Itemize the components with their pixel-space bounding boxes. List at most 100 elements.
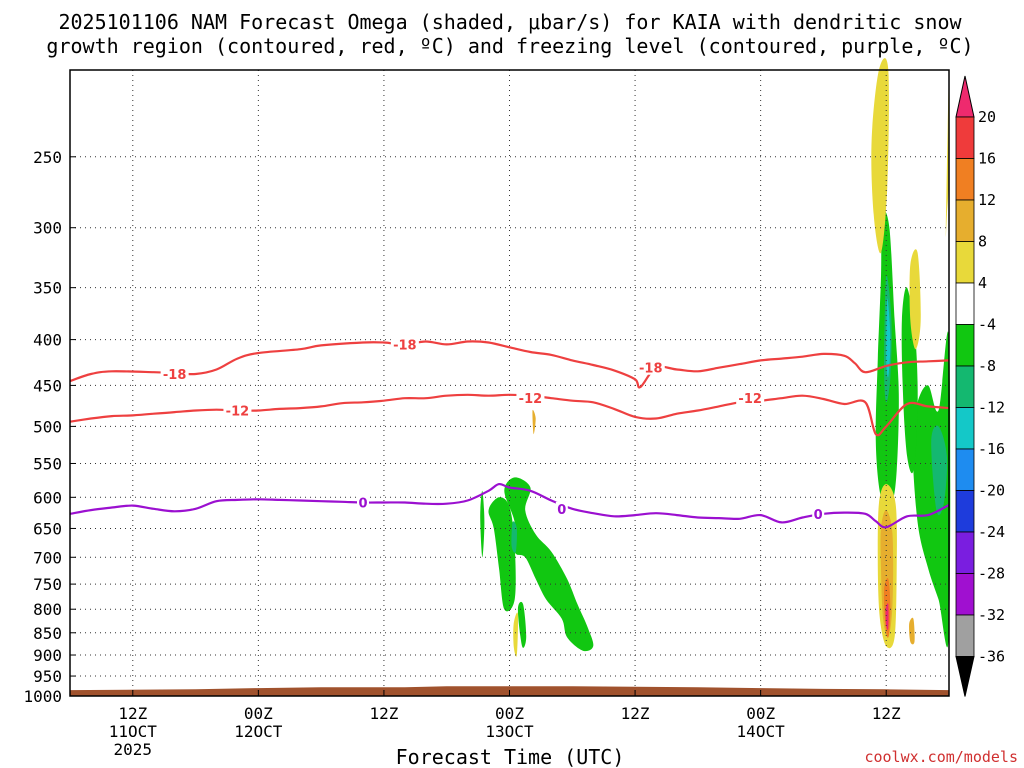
- colorbar-label-1: 16: [978, 150, 996, 168]
- colorbar-bottom-arrow: [955, 656, 975, 697]
- colorbar-swatch-13: [955, 614, 975, 657]
- y-tick-1000: 1000: [23, 687, 62, 706]
- x-tick-label-66-0: 00Z: [746, 704, 775, 723]
- omega-region-uplift-14oct-core2: [886, 298, 891, 378]
- colorbar-label-13: -36: [978, 648, 1005, 666]
- colorbar-swatch-12: [955, 573, 975, 616]
- colorbar-label-0: 20: [978, 108, 996, 126]
- omega-region-uplift-13oct-core: [511, 521, 517, 553]
- colorbar-swatch-2: [955, 158, 975, 201]
- colorbar-label-6: -8: [978, 357, 996, 375]
- x-tick-label-54-0: 12Z: [621, 704, 650, 723]
- contour-label-bg: [516, 391, 545, 406]
- x-tick-label-42-1: 13OCT: [485, 722, 534, 741]
- contour-label-2: -18: [639, 362, 663, 377]
- y-tick-750: 750: [33, 575, 62, 594]
- x-tick-label-18-0: 00Z: [244, 704, 273, 723]
- colorbar-top-arrow: [955, 75, 975, 118]
- contour-label-bg: [812, 506, 825, 521]
- x-tick-label-6-0: 12Z: [118, 704, 147, 723]
- contour-label-6: 0: [358, 496, 367, 511]
- contour-label-bg: [736, 391, 765, 406]
- colorbar-label-8: -16: [978, 440, 1005, 458]
- y-tick-800: 800: [33, 600, 62, 619]
- colorbar-label-7: -12: [978, 399, 1005, 417]
- omega-region-subsidence-14oct-mid: [909, 249, 921, 350]
- omega-region-subsidence-13oct: [513, 612, 519, 657]
- contour-label-1: -18: [393, 338, 417, 353]
- contour-label-bg: [390, 337, 419, 352]
- omega-region-subsidence-14oct-top: [871, 58, 889, 254]
- contour-label-4: -12: [519, 392, 543, 407]
- colorbar-label-9: -20: [978, 482, 1005, 500]
- y-tick-900: 900: [33, 646, 62, 665]
- y-tick-650: 650: [33, 519, 62, 538]
- omega-region-uplift-13oct-main: [504, 477, 594, 652]
- omega-region-uplift-14oct-right2: [931, 425, 948, 516]
- x-tick-label-42-0: 00Z: [495, 704, 524, 723]
- contour-label-bg: [160, 367, 189, 382]
- omega-region-uplift-14oct-right: [912, 331, 951, 648]
- colorbar-swatch-9: [955, 448, 975, 491]
- omega-region-uplift-13oct-low: [517, 601, 527, 648]
- colorbar-swatch-8: [955, 407, 975, 450]
- y-tick-350: 350: [33, 279, 62, 298]
- y-tick-500: 500: [33, 417, 62, 436]
- colorbar-swatch-6: [955, 324, 975, 367]
- colorbar-label-10: -24: [978, 523, 1005, 541]
- omega-region-subsidence-14oct-low-c: [885, 603, 889, 630]
- colorbar-label-3: 8: [978, 233, 987, 251]
- y-tick-300: 300: [33, 219, 62, 238]
- colorbar: 20 16 12 8 4 -4 -8 -12 -16 -20 -24 -28 -32 -36: [955, 75, 1005, 697]
- omega-region-subsidence-13oct-b: [532, 409, 536, 435]
- contour-label-3: -12: [226, 405, 250, 420]
- y-tick-600: 600: [33, 488, 62, 507]
- y-tick-550: 550: [33, 454, 62, 473]
- contour-labels: -18 -18 -18 -12 -12 -12 0 0 0: [160, 337, 825, 523]
- contour-label-bg: [357, 495, 369, 510]
- colorbar-swatch-3: [955, 199, 975, 242]
- chart-title-line1: 2025101106 NAM Forecast Omega (shaded, μ…: [58, 10, 962, 34]
- chart-title-line2: growth region (contoured, red, ºC) and f…: [46, 34, 973, 58]
- omega-region-subsidence-14oct-small: [909, 617, 915, 645]
- contour-label-7: 0: [557, 503, 566, 518]
- x-axis-title: Forecast Time (UTC): [396, 745, 625, 768]
- contour-label-8: 0: [814, 508, 823, 523]
- contour-label-0: -18: [163, 368, 187, 383]
- colorbar-swatch-4: [955, 241, 975, 284]
- x-tick-label-30-0: 12Z: [369, 704, 398, 723]
- colorbar-swatch-10: [955, 490, 975, 533]
- y-tick-450: 450: [33, 376, 62, 395]
- y-axis: 250 300 350 400 450 500 550 600 650 700 750 800 850 9…: [23, 148, 76, 706]
- y-tick-850: 850: [33, 624, 62, 643]
- y-tick-950: 950: [33, 667, 62, 686]
- colorbar-swatch-5: [955, 282, 975, 325]
- y-tick-700: 700: [33, 548, 62, 567]
- contour-label-bg: [555, 501, 568, 516]
- y-tick-400: 400: [33, 331, 62, 350]
- y-tick-250: 250: [33, 148, 62, 167]
- omega-shaded-regions: [480, 58, 951, 657]
- colorbar-label-11: -28: [978, 565, 1005, 583]
- contour-label-bg: [636, 360, 665, 375]
- x-tick-label-6-2: 2025: [114, 740, 153, 759]
- omega-region-uplift-13oct-strip: [480, 490, 485, 558]
- contour-label-5: -12: [738, 392, 762, 407]
- colorbar-swatch-1: [955, 116, 975, 159]
- colorbar-label-2: 12: [978, 191, 996, 209]
- omega-region-uplift-13oct-left: [488, 497, 516, 612]
- credit-text[interactable]: coolwx.com/models: [864, 748, 1018, 766]
- contour-label-bg: [223, 403, 252, 418]
- colorbar-swatch-11: [955, 531, 975, 574]
- x-tick-label-6-1: 11OCT: [109, 722, 158, 741]
- colorbar-label-5: -4: [978, 316, 996, 334]
- x-tick-label-78-0: 12Z: [872, 704, 901, 723]
- colorbar-label-4: 4: [978, 274, 987, 292]
- colorbar-swatch-7: [955, 365, 975, 408]
- x-tick-label-18-1: 12OCT: [234, 722, 283, 741]
- colorbar-label-12: -32: [978, 606, 1005, 624]
- x-tick-label-66-1: 14OCT: [737, 722, 786, 741]
- contour-line--18: [69, 340, 950, 389]
